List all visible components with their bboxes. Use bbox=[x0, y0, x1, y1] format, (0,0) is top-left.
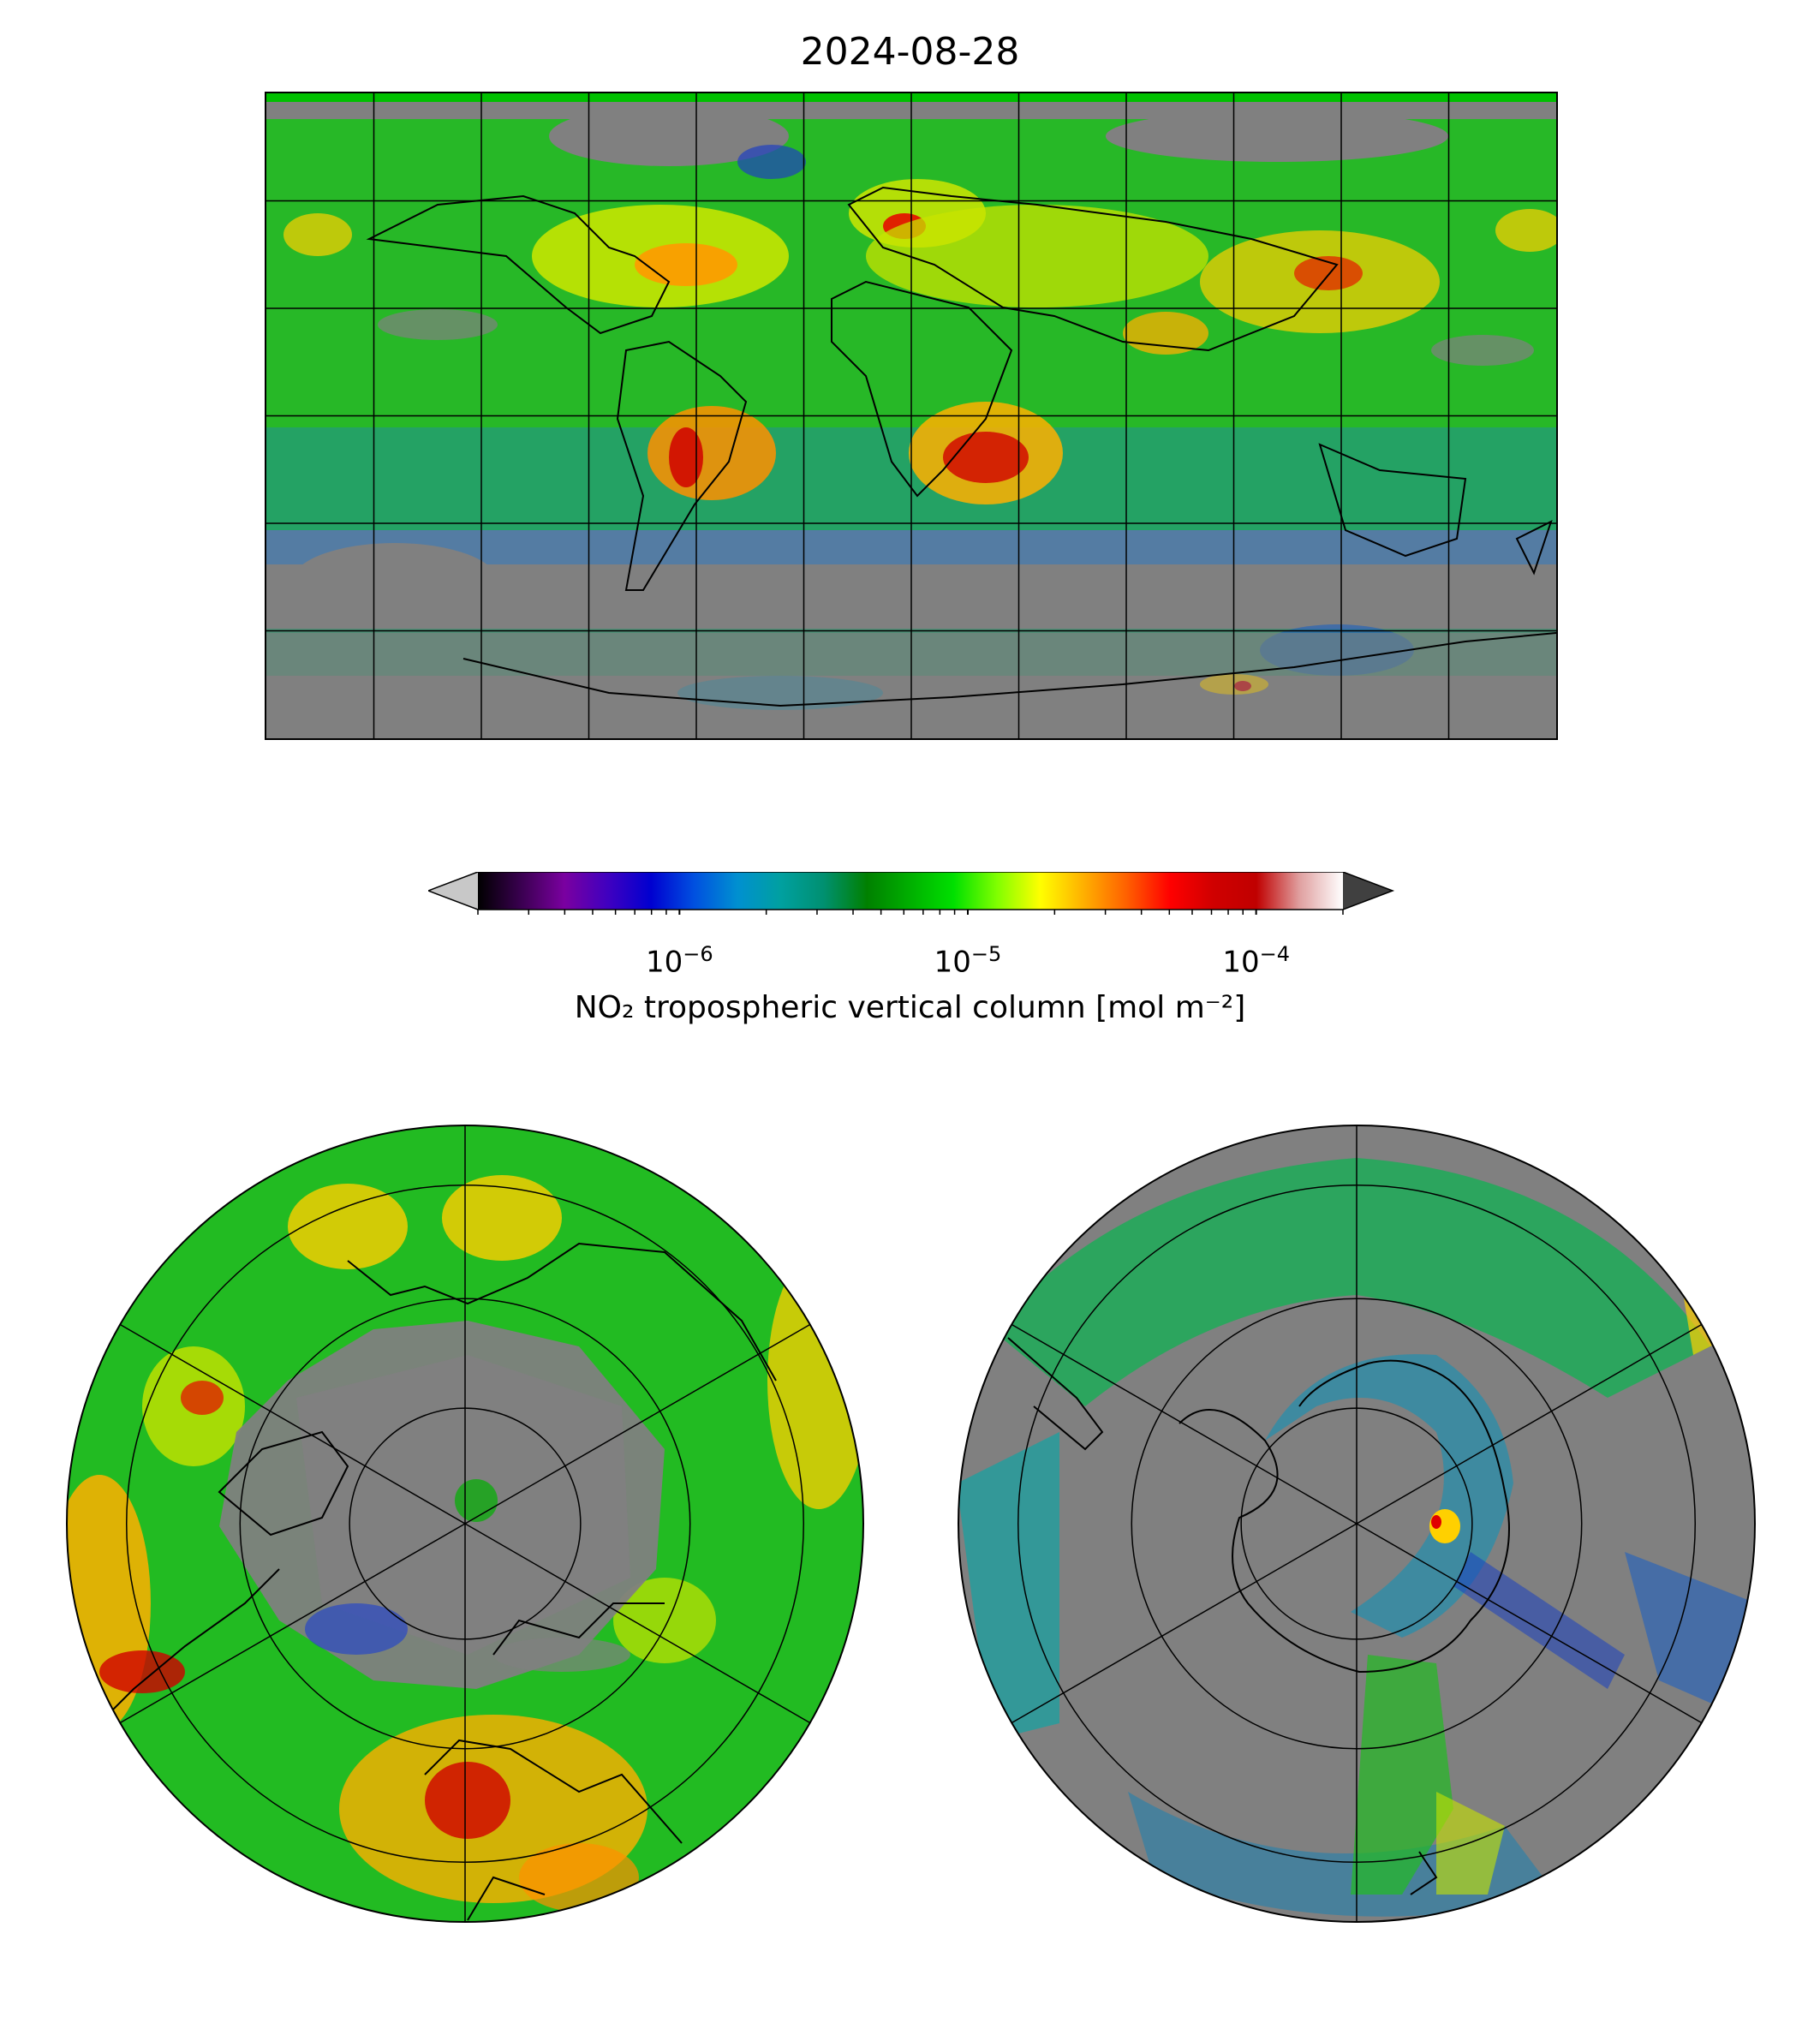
colorbar-tick-label: 10−6 bbox=[645, 942, 713, 980]
south-polar-graticule bbox=[1011, 1125, 1703, 1922]
colorbar-minor-ticks bbox=[477, 910, 1344, 915]
colorbar-under-extension bbox=[428, 872, 478, 910]
north-polar-graticule bbox=[119, 1125, 811, 1922]
figure-title: 2024-08-28 bbox=[800, 30, 1020, 74]
world-map-canvas bbox=[266, 93, 1556, 738]
colorbar-major-ticks bbox=[678, 910, 1257, 915]
colorbar-tick-label: 10−5 bbox=[934, 942, 1002, 980]
world-coastlines bbox=[366, 186, 1556, 707]
north-polar-coastlines bbox=[98, 1242, 777, 1921]
world-gridlines bbox=[266, 93, 1556, 738]
south-polar-map bbox=[958, 1125, 1756, 1923]
colorbar bbox=[428, 872, 1395, 915]
colorbar-gradient bbox=[478, 872, 1343, 910]
world-map bbox=[265, 92, 1558, 740]
colorbar-over-extension bbox=[1343, 872, 1393, 910]
colorbar-label: NO₂ tropospheric vertical column [mol m⁻… bbox=[574, 990, 1246, 1025]
north-polar-map bbox=[66, 1125, 864, 1923]
colorbar-tick-label: 10−4 bbox=[1222, 942, 1290, 980]
